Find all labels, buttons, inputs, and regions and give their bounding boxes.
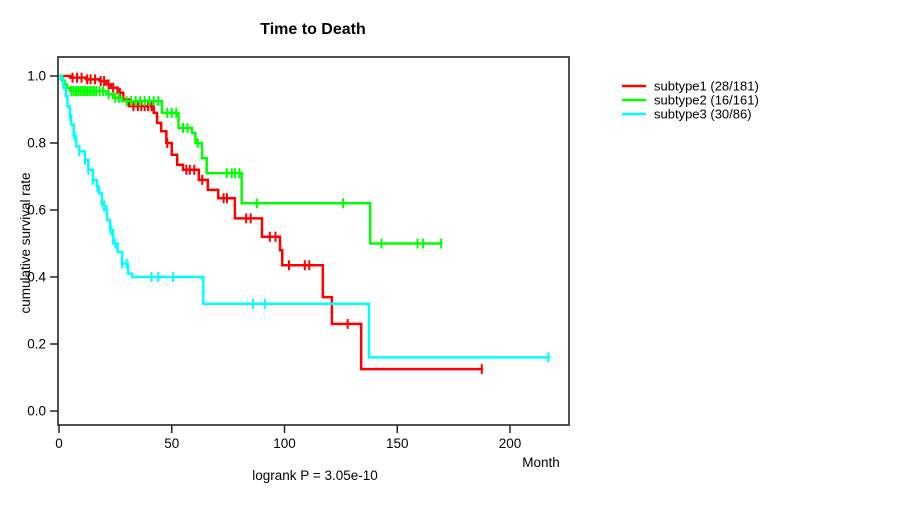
y-tick-label: 0.0 [27,404,46,419]
x-axis-label: Month [522,455,560,470]
legend-label-subtype2: subtype2 (16/161) [654,93,759,108]
legend-label-subtype1: subtype1 (28/181) [654,79,759,94]
logrank-annotation: logrank P = 3.05e-10 [252,468,377,483]
chart-title: Time to Death [260,21,366,38]
legend: subtype1 (28/181)subtype2 (16/161)subtyp… [622,79,759,122]
x-tick-label: 0 [55,436,63,451]
survival-curve-subtype1 [59,74,483,371]
legend-label-subtype3: subtype3 (30/86) [654,107,752,122]
y-tick-label: 1.0 [27,69,46,84]
survival-curve-subtype2 [59,74,443,245]
x-tick-label: 100 [273,436,296,451]
x-tick-label: 50 [164,436,179,451]
survival-curve-subtype3 [59,74,551,359]
y-tick-label: 0.8 [27,136,46,151]
axis-ticks: 0.0 0.2 0.4 0.6 0.8 1.0 0 50 100 150 200 [27,69,521,452]
survival-curves [59,72,551,375]
y-tick-label: 0.4 [27,270,46,285]
y-tick-label: 0.6 [27,203,46,218]
plot-box [57,56,570,426]
x-tick-label: 200 [499,436,522,451]
y-axis-label: cumulative survival rate [18,172,33,313]
x-tick-label: 150 [386,436,409,451]
y-tick-label: 0.2 [27,337,46,352]
plot-border [57,56,570,426]
